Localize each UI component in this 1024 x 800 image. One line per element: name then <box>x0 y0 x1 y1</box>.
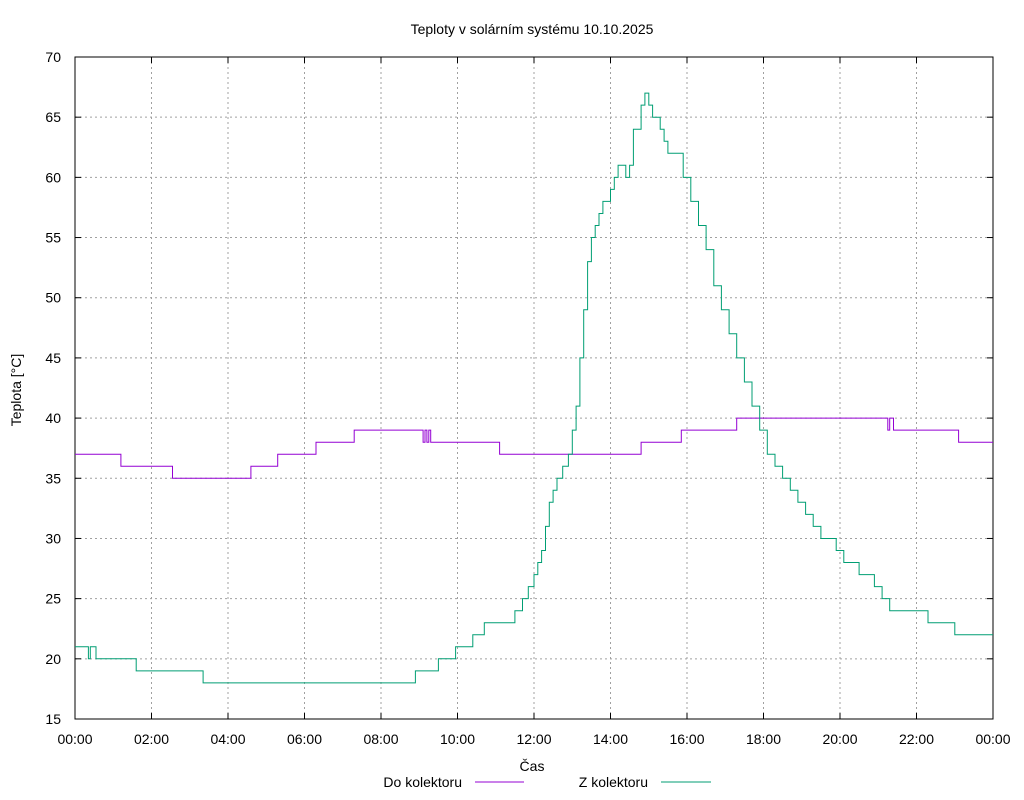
series-line-do-kolektoru <box>75 417 993 479</box>
y-tick-label: 45 <box>45 350 61 366</box>
x-tick-label: 16:00 <box>669 731 704 747</box>
y-tick-label: 70 <box>45 49 61 65</box>
x-tick-label: 22:00 <box>899 731 934 747</box>
x-tick-label: 04:00 <box>210 731 245 747</box>
legend: Do kolektoru Z kolektoru <box>383 774 711 790</box>
y-tick-label: 30 <box>45 530 61 546</box>
y-tick-label: 20 <box>45 651 61 667</box>
x-tick-label: 20:00 <box>822 731 857 747</box>
x-tick-label: 00:00 <box>57 731 92 747</box>
y-tick-label: 35 <box>45 470 61 486</box>
y-tick-label: 25 <box>45 591 61 607</box>
x-tick-label: 00:00 <box>975 731 1010 747</box>
x-tick-label: 10:00 <box>440 731 475 747</box>
chart-title: Teploty v solárním systému 10.10.2025 <box>411 21 654 37</box>
y-tick-label: 55 <box>45 230 61 246</box>
x-tick-label: 18:00 <box>746 731 781 747</box>
y-tick-label: 40 <box>45 410 61 426</box>
y-axis-label: Teplota [°C] <box>8 354 24 427</box>
x-tick-label: 06:00 <box>287 731 322 747</box>
y-tick-label: 60 <box>45 169 61 185</box>
y-tick-label: 50 <box>45 290 61 306</box>
x-axis-label: Čas <box>520 758 545 774</box>
series-lines <box>75 92 993 684</box>
legend-label: Do kolektoru <box>383 774 462 790</box>
x-tick-label: 14:00 <box>593 731 628 747</box>
x-tick-label: 12:00 <box>516 731 551 747</box>
y-tick-label: 15 <box>45 711 61 727</box>
grid <box>75 57 993 719</box>
x-tick-label: 02:00 <box>134 731 169 747</box>
axis-ticks: 00:00 02:00 04:00 06:00 08:00 10:00 12:00 14:00… <box>45 49 1010 747</box>
y-tick-label: 65 <box>45 109 61 125</box>
legend-label: Z kolektoru <box>579 774 648 790</box>
x-tick-label: 08:00 <box>363 731 398 747</box>
series-line-z-kolektoru <box>75 92 993 684</box>
